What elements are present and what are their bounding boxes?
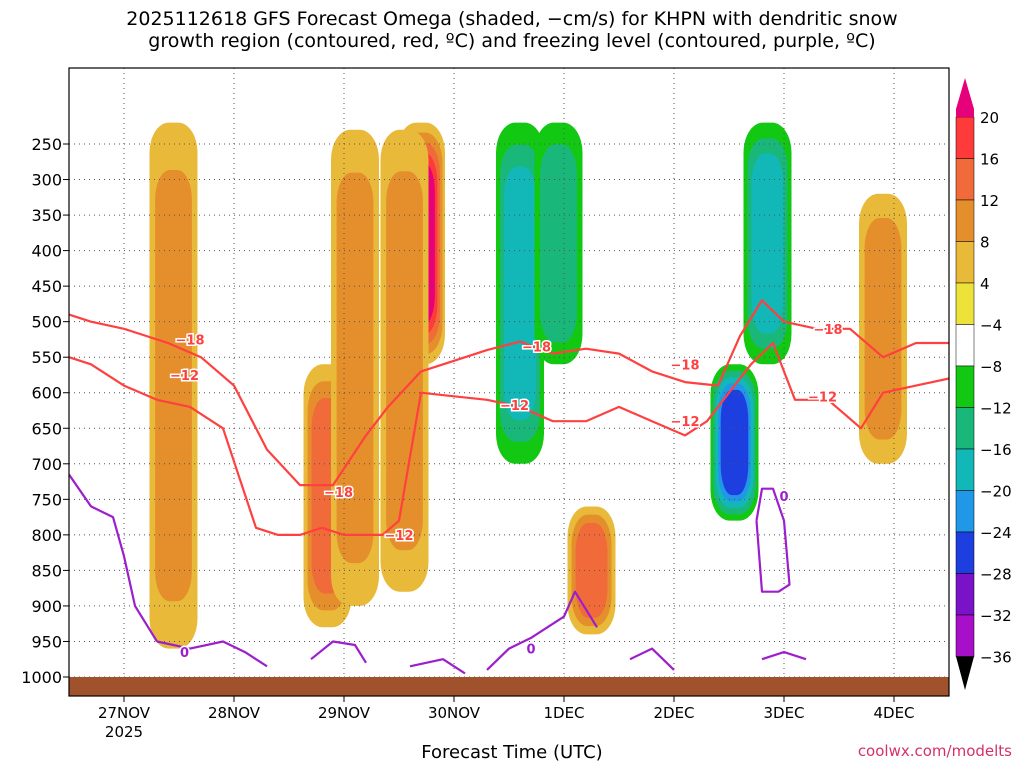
colorbar-band-4 [955, 282, 975, 325]
colorbar-band-5 [955, 324, 975, 367]
contour-label-6: −18 [671, 358, 700, 373]
colorbar-label-7: −12 [980, 400, 1012, 418]
contour--12-seg-0 [69, 341, 949, 536]
omega-feature-2-level-8 [336, 172, 374, 564]
ground-surface [69, 677, 949, 696]
y-tick-label-850: 850 [31, 561, 62, 580]
x-tick-label-0: 27NOV [98, 704, 151, 722]
contour-0-seg-1 [156, 640, 268, 668]
x-tick-label-4: 1DEC [543, 704, 584, 722]
contour-0-seg-4 [486, 590, 598, 671]
y-tick-label-550: 550 [31, 348, 62, 367]
contour-0-seg-6 [755, 487, 791, 593]
y-tick-label-750: 750 [31, 490, 62, 509]
colorbar-label-1: 16 [980, 151, 999, 169]
colorbar-band-3 [955, 241, 975, 284]
colorbar: 20 16 12 8 4 −4 −8 −12 −16 −20 −24 −28 −32 −36 [955, 78, 1012, 690]
plot-frame [68, 67, 950, 697]
colorbar-band-8 [955, 448, 975, 491]
contour--18-seg-0 [69, 299, 949, 487]
colorbar-band-7 [955, 407, 975, 450]
contour-label-8: −18 [814, 323, 843, 338]
colorbar-top-arrow [956, 78, 974, 109]
contour-0-seg-3 [409, 658, 466, 675]
contour-0-seg-0 [69, 473, 158, 643]
x-tick-label-7: 4DEC [873, 704, 914, 722]
colorbar-band-1 [955, 158, 975, 201]
omega-feature-8-level-20 [720, 389, 749, 496]
contour-label-1: −12 [170, 369, 199, 384]
colorbar-label-0: 20 [980, 109, 999, 127]
colorbar-label-10: −24 [980, 524, 1012, 542]
colorbar-band-11 [955, 573, 975, 616]
y-tick-label-700: 700 [31, 455, 62, 474]
x-tick-label-3: 30NOV [428, 704, 481, 722]
colorbar-top-band [956, 109, 974, 117]
y-tick-label-300: 300 [31, 171, 62, 190]
x-tick-label-6: 3DEC [763, 704, 804, 722]
colorbar-label-5: −4 [980, 317, 1002, 335]
omega-feature-5-level-12 [504, 166, 536, 420]
colorbar-label-12: −32 [980, 607, 1012, 625]
colorbar-label-11: −28 [980, 566, 1012, 584]
colorbar-label-3: 8 [980, 234, 990, 252]
colorbar-band-9 [955, 490, 975, 533]
y-tick-label-600: 600 [31, 384, 62, 403]
contour-label-3: −12 [385, 529, 414, 544]
y-tick-label-450: 450 [31, 277, 62, 296]
colorbar-label-2: 12 [980, 192, 999, 210]
colorbar-label-4: 4 [980, 275, 990, 293]
omega-feature-6-level-8 [540, 144, 577, 343]
contour-0-seg-5 [629, 647, 675, 671]
omega-feature-9-level-12 [751, 153, 784, 334]
x-tick-label-2: 29NOV [318, 704, 371, 722]
y-tick-label-650: 650 [31, 419, 62, 438]
contour-0-seg-2 [310, 640, 367, 664]
y-tick-label-900: 900 [31, 597, 62, 616]
contour-label-11: 0 [526, 643, 535, 658]
colorbar-label-9: −20 [980, 483, 1012, 501]
x-tick-label-1: 28NOV [208, 704, 261, 722]
colorbar-label-13: −36 [980, 649, 1012, 667]
contour-label-4: −18 [522, 341, 551, 356]
colorbar-band-12 [955, 614, 975, 657]
colorbar-bottom-arrow [956, 656, 974, 690]
contour-label-7: −12 [671, 415, 700, 430]
site-credit: coolwx.com/modelts [857, 742, 1012, 760]
x-tick-label-0-year: 2025 [105, 723, 143, 741]
colorbar-band-10 [955, 531, 975, 574]
chart-title-line-2: growth region (contoured, red, ºC) and f… [148, 30, 876, 52]
contour-label-5: −12 [500, 399, 529, 414]
contour-label-12: 0 [779, 490, 788, 505]
axes: 250 300 350 400 450 500 550 600 650 700 750 800 850 9… [21, 135, 914, 741]
omega-feature-0-level-8 [155, 170, 192, 602]
chart-title-line-1: 2025112618 GFS Forecast Omega (shaded, −… [126, 8, 898, 30]
y-tick-label-500: 500 [31, 313, 62, 332]
y-tick-label-950: 950 [31, 632, 62, 651]
omega-feature-7-level-12 [575, 522, 608, 618]
y-tick-label-1000: 1000 [21, 668, 62, 687]
y-tick-label-400: 400 [31, 242, 62, 261]
contour-label-0: −18 [176, 333, 205, 348]
contour-label-2: −18 [324, 486, 353, 501]
contour-lines: −18 −12 −18 −12 −18 −12 −18 −12 −18 −12 0 0 0 [69, 299, 949, 675]
colorbar-label-6: −8 [980, 358, 1002, 376]
x-tick-label-5: 2DEC [653, 704, 694, 722]
contour-0-seg-7 [761, 651, 807, 661]
omega-feature-10-level-8 [864, 218, 902, 440]
colorbar-label-8: −16 [980, 441, 1012, 459]
y-tick-label-350: 350 [31, 206, 62, 225]
contour-label-10: 0 [180, 646, 189, 661]
y-tick-label-800: 800 [31, 526, 62, 545]
colorbar-band-2 [955, 199, 975, 242]
x-axis-label: Forecast Time (UTC) [421, 742, 603, 763]
contour-label-9: −12 [808, 390, 837, 405]
omega-feature-4-level-8 [386, 171, 423, 551]
colorbar-band-6 [955, 365, 975, 408]
omega-field [149, 122, 907, 649]
colorbar-band-0 [955, 116, 975, 159]
y-tick-label-250: 250 [31, 135, 62, 154]
